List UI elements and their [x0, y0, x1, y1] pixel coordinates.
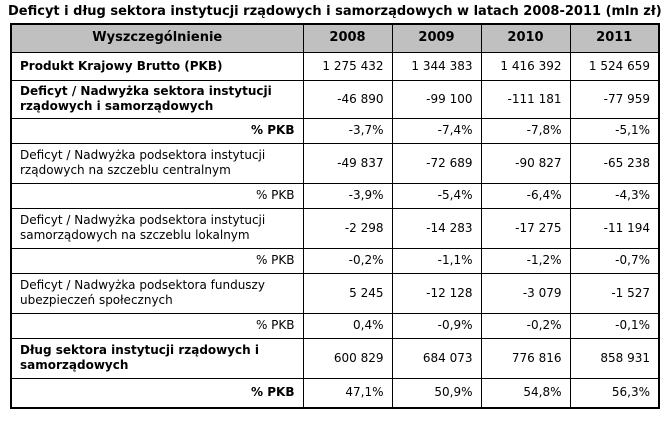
cell-value: 1 524 659 — [569, 51, 660, 81]
table-row-central-deficit-pct: % PKB -3,9% -5,4% -6,4% -4,3% — [10, 182, 660, 209]
cell-value: 858 931 — [569, 337, 660, 379]
cell-value: -2 298 — [302, 207, 393, 249]
row-label: % PKB — [10, 377, 304, 409]
table-row-sector-deficit: Deficyt / Nadwyżka sektora instytucji rz… — [10, 79, 660, 119]
column-header-2008: 2008 — [302, 23, 393, 53]
row-label: Deficyt / Nadwyżka sektora instytucji rz… — [10, 79, 304, 119]
row-label: % PKB — [10, 312, 304, 339]
cell-value: -0,9% — [391, 312, 482, 339]
cell-value: -3,7% — [302, 117, 393, 144]
cell-value: -17 275 — [480, 207, 571, 249]
cell-value: -6,4% — [480, 182, 571, 209]
cell-value: -14 283 — [391, 207, 482, 249]
row-label: Deficyt / Nadwyżka podsektora instytucji… — [10, 142, 304, 184]
cell-value: 0,4% — [302, 312, 393, 339]
cell-value: 776 816 — [480, 337, 571, 379]
cell-value: -0,7% — [569, 247, 660, 274]
header-row: Wyszczególnienie 2008 2009 2010 2011 — [10, 23, 660, 53]
cell-value: -3,9% — [302, 182, 393, 209]
cell-value: -5,4% — [391, 182, 482, 209]
cell-value: 47,1% — [302, 377, 393, 409]
cell-value: -1,1% — [391, 247, 482, 274]
row-label: Produkt Krajowy Brutto (PKB) — [10, 51, 304, 81]
cell-value: -111 181 — [480, 79, 571, 119]
cell-value: 1 344 383 — [391, 51, 482, 81]
table-row-social-funds-deficit: Deficyt / Nadwyżka podsektora funduszy u… — [10, 272, 660, 314]
table-row-sector-deficit-pct: % PKB -3,7% -7,4% -7,8% -5,1% — [10, 117, 660, 144]
row-label: % PKB — [10, 247, 304, 274]
cell-value: -12 128 — [391, 272, 482, 314]
row-label: Dług sektora instytucji rządowych i samo… — [10, 337, 304, 379]
cell-value: -65 238 — [569, 142, 660, 184]
row-label: Deficyt / Nadwyżka podsektora funduszy u… — [10, 272, 304, 314]
cell-value: 1 275 432 — [302, 51, 393, 81]
cell-value: -1 527 — [569, 272, 660, 314]
cell-value: -99 100 — [391, 79, 482, 119]
table-title: Deficyt i dług sektora instytucji rządow… — [8, 4, 662, 19]
table-row-local-deficit-pct: % PKB -0,2% -1,1% -1,2% -0,7% — [10, 247, 660, 274]
cell-value: -90 827 — [480, 142, 571, 184]
cell-value: 1 416 392 — [480, 51, 571, 81]
table-row-central-deficit: Deficyt / Nadwyżka podsektora instytucji… — [10, 142, 660, 184]
table-row-gdp: Produkt Krajowy Brutto (PKB) 1 275 432 1… — [10, 51, 660, 81]
table-row-local-deficit: Deficyt / Nadwyżka podsektora instytucji… — [10, 207, 660, 249]
cell-value: 54,8% — [480, 377, 571, 409]
cell-value: -0,1% — [569, 312, 660, 339]
cell-value: -77 959 — [569, 79, 660, 119]
cell-value: -46 890 — [302, 79, 393, 119]
cell-value: -1,2% — [480, 247, 571, 274]
deficit-debt-table: Wyszczególnienie 2008 2009 2010 2011 Pro… — [10, 23, 660, 409]
cell-value: -7,8% — [480, 117, 571, 144]
table-row-debt: Dług sektora instytucji rządowych i samo… — [10, 337, 660, 379]
table-row-social-funds-deficit-pct: % PKB 0,4% -0,9% -0,2% -0,1% — [10, 312, 660, 339]
table-row-debt-pct: % PKB 47,1% 50,9% 54,8% 56,3% — [10, 377, 660, 409]
cell-value: -5,1% — [569, 117, 660, 144]
column-header-2009: 2009 — [391, 23, 482, 53]
cell-value: 684 073 — [391, 337, 482, 379]
cell-value: 50,9% — [391, 377, 482, 409]
cell-value: 600 829 — [302, 337, 393, 379]
cell-value: -72 689 — [391, 142, 482, 184]
row-label: % PKB — [10, 117, 304, 144]
cell-value: -3 079 — [480, 272, 571, 314]
column-header-2011: 2011 — [569, 23, 660, 53]
cell-value: 5 245 — [302, 272, 393, 314]
cell-value: -4,3% — [569, 182, 660, 209]
cell-value: -0,2% — [302, 247, 393, 274]
column-header-2010: 2010 — [480, 23, 571, 53]
column-header-label: Wyszczególnienie — [10, 23, 304, 53]
cell-value: -49 837 — [302, 142, 393, 184]
cell-value: -7,4% — [391, 117, 482, 144]
row-label: Deficyt / Nadwyżka podsektora instytucji… — [10, 207, 304, 249]
cell-value: -0,2% — [480, 312, 571, 339]
cell-value: -11 194 — [569, 207, 660, 249]
cell-value: 56,3% — [569, 377, 660, 409]
row-label: % PKB — [10, 182, 304, 209]
